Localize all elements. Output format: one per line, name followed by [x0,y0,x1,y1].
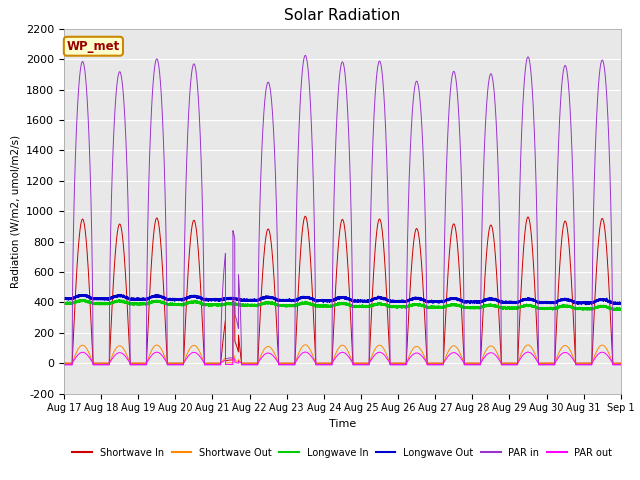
PAR out [479,357,486,363]
Line: Shortwave In: Shortwave In [64,216,621,363]
Shortwave Out [89,360,97,366]
PAR in [494,151,502,156]
PAR out [301,349,309,355]
Longwave Out [415,296,423,302]
Longwave In [615,308,623,313]
Title: Solar Radiation: Solar Radiation [284,9,401,24]
PAR in [60,362,68,368]
PAR in [508,362,515,368]
PAR out [60,362,68,368]
Longwave In [60,300,68,306]
Line: PAR out: PAR out [64,352,621,365]
Shortwave Out [301,342,309,348]
Shortwave Out [617,360,625,366]
Longwave Out [515,300,523,305]
Text: WP_met: WP_met [67,40,120,53]
PAR in [617,362,625,368]
PAR out [508,362,515,368]
Longwave In [90,300,97,306]
Longwave Out [582,302,589,308]
Shortwave Out [479,355,486,361]
Shortwave Out [415,345,423,351]
Longwave Out [508,299,515,305]
PAR in [415,91,423,97]
Longwave In [415,302,423,308]
Line: Longwave Out: Longwave Out [64,294,621,305]
Longwave Out [60,296,68,302]
Longwave Out [479,298,486,304]
Y-axis label: Radiation (W/m2, umol/m2/s): Radiation (W/m2, umol/m2/s) [10,134,20,288]
Shortwave In [494,288,502,293]
PAR in [301,52,309,58]
Longwave In [82,297,90,302]
Shortwave In [508,360,515,366]
PAR in [515,215,523,221]
Longwave Out [494,297,502,303]
Shortwave In [415,238,423,243]
Shortwave In [60,360,68,366]
Longwave Out [117,291,125,297]
Longwave In [515,304,523,310]
PAR out [494,355,502,360]
Longwave In [494,304,502,310]
PAR out [515,358,523,363]
Shortwave In [617,360,625,366]
PAR out [617,362,625,368]
Shortwave Out [494,351,502,357]
Longwave In [617,306,625,312]
Line: Shortwave Out: Shortwave Out [64,345,621,363]
PAR out [89,362,97,368]
Longwave In [508,305,515,311]
PAR in [89,362,97,368]
Longwave Out [617,300,625,306]
Longwave In [479,305,486,311]
Longwave Out [89,296,97,302]
Legend: Shortwave In, Shortwave Out, Longwave In, Longwave Out, PAR in, PAR out: Shortwave In, Shortwave Out, Longwave In… [68,444,616,462]
Shortwave In [515,327,523,333]
X-axis label: Time: Time [329,419,356,429]
Line: Longwave In: Longwave In [64,300,621,311]
PAR out [415,351,423,357]
Shortwave In [301,214,309,219]
Line: PAR in: PAR in [64,55,621,365]
Shortwave Out [60,360,68,366]
Shortwave In [89,360,97,366]
Shortwave Out [508,360,515,366]
Shortwave Out [515,356,523,362]
PAR in [479,203,486,208]
Shortwave In [479,319,486,325]
